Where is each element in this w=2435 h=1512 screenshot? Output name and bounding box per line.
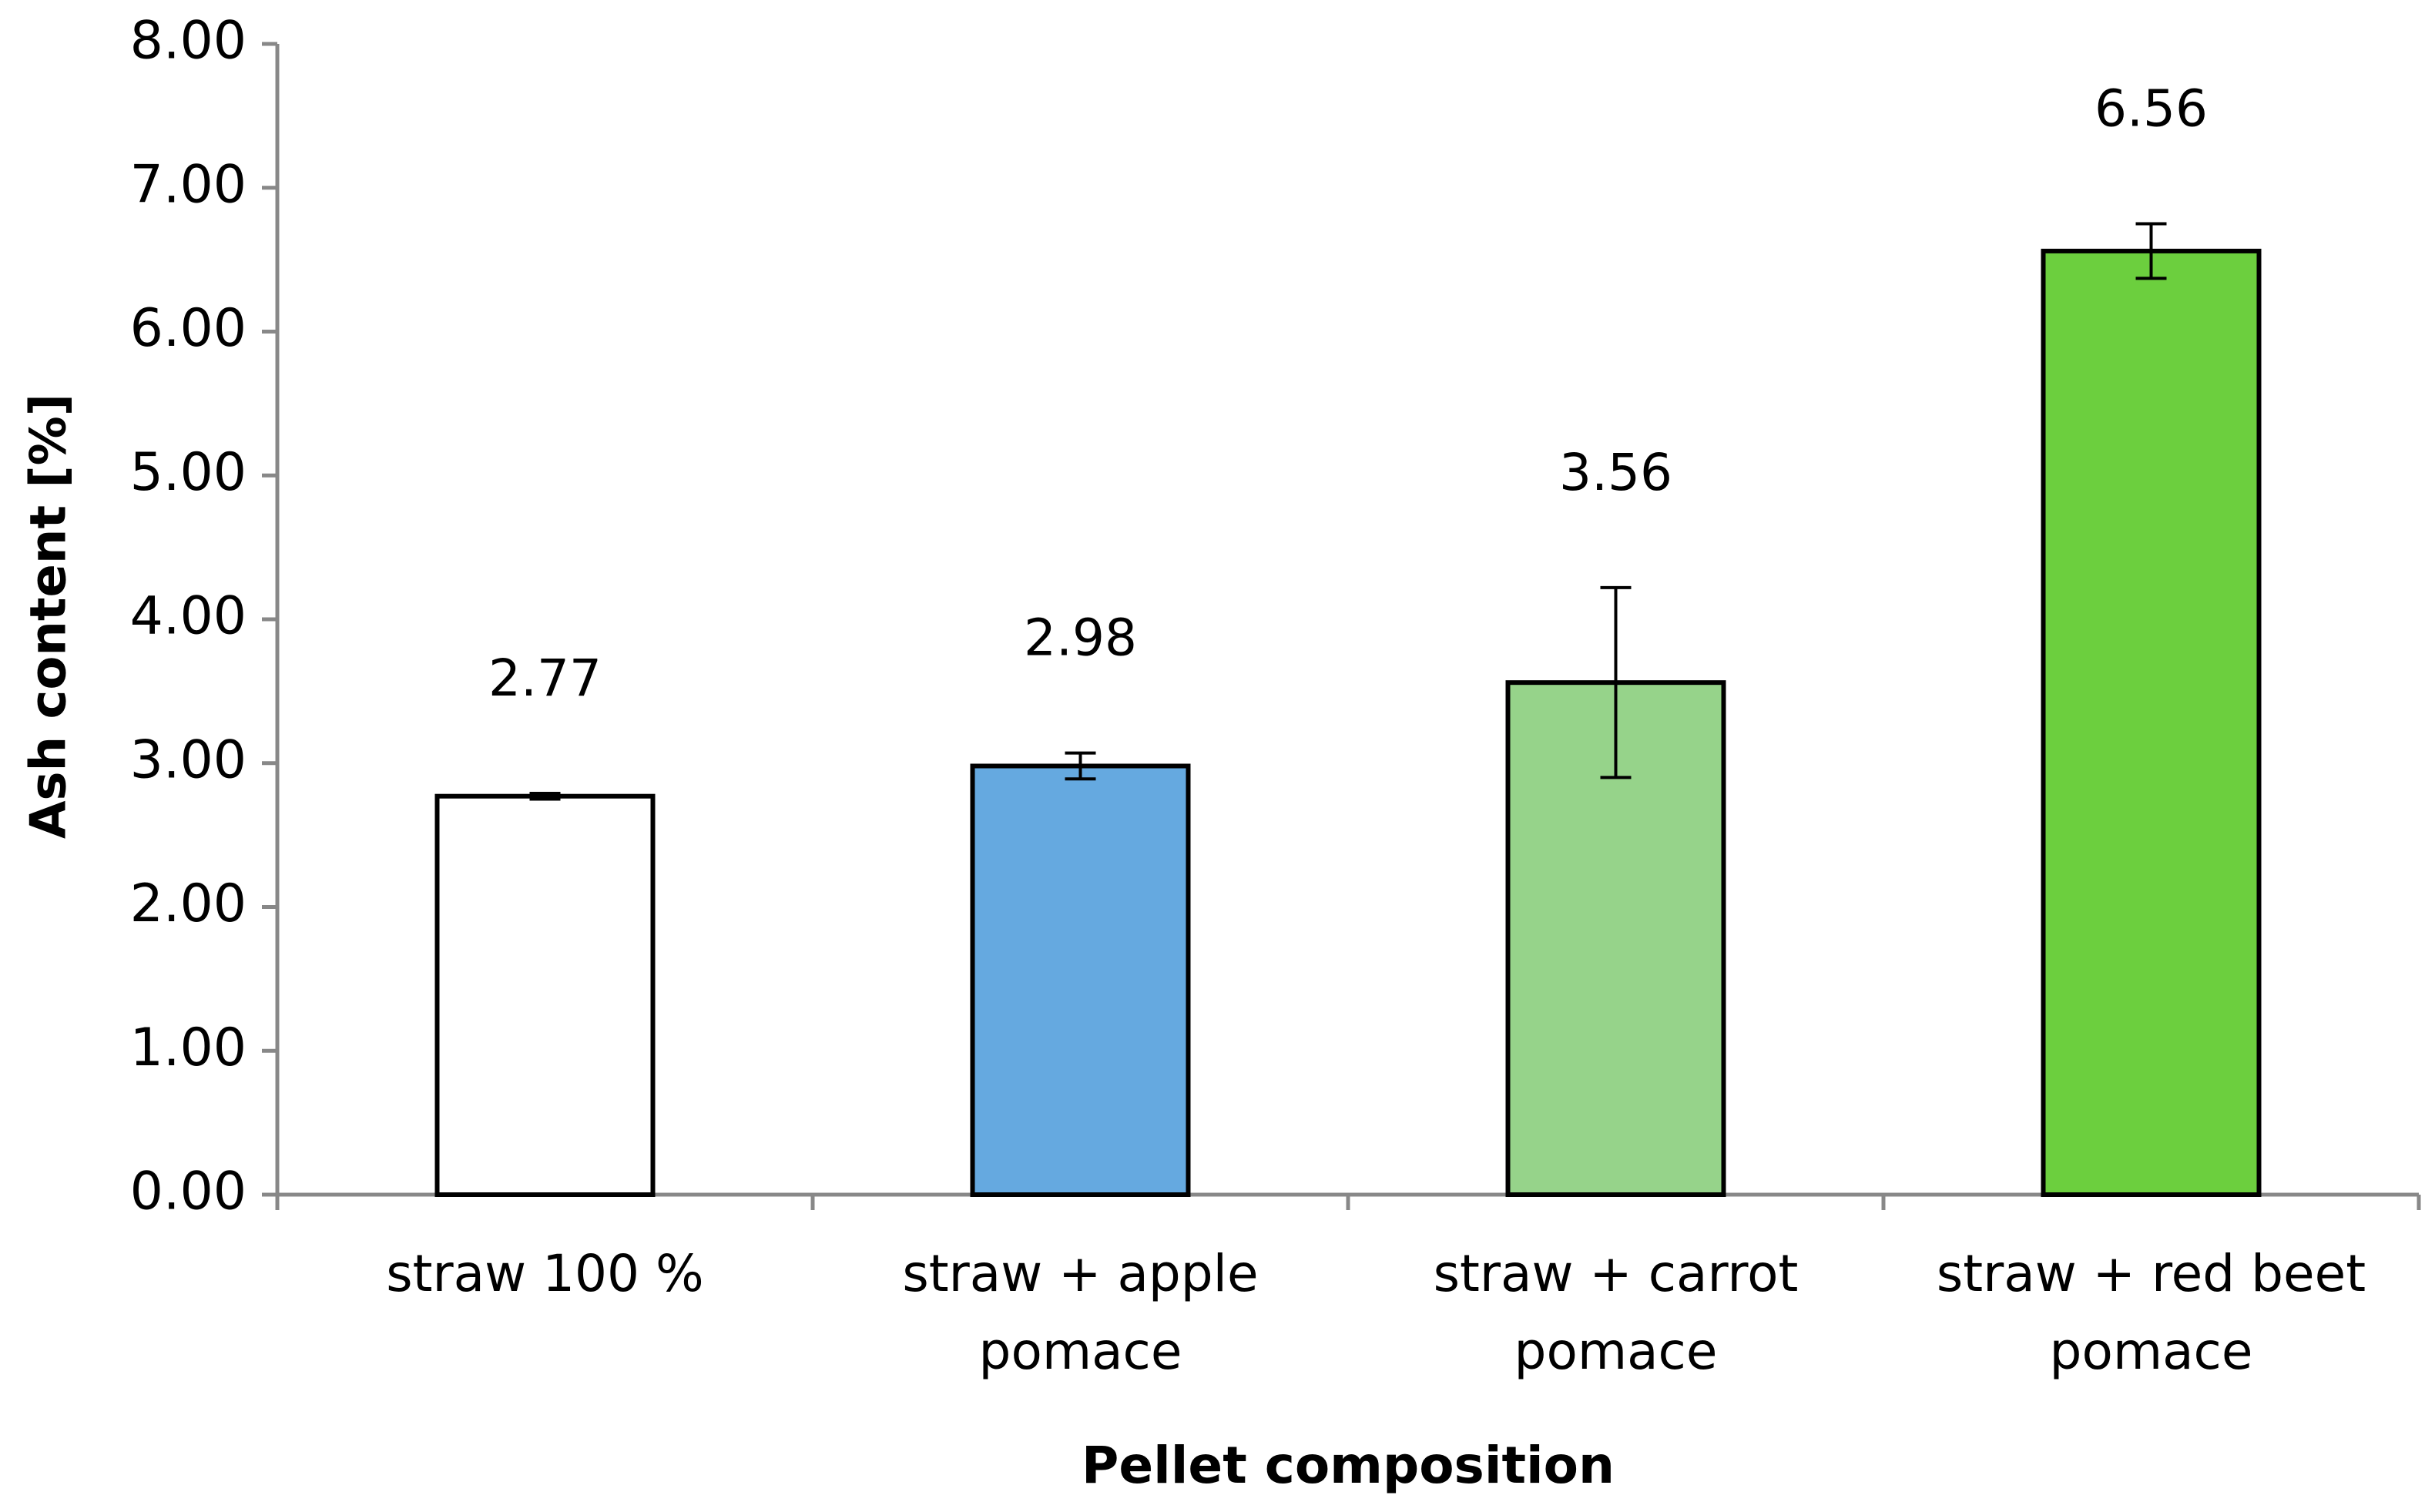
- x-tick-label: straw 100 %: [386, 1244, 703, 1303]
- x-tick-label: straw + carrot pomace: [1434, 1244, 1799, 1381]
- x-tick-label-line: straw + carrot: [1434, 1244, 1799, 1303]
- y-tick-label: 3.00: [130, 729, 247, 790]
- x-tick-label-line: straw + apple: [902, 1244, 1258, 1303]
- x-tick-label-line: pomace: [979, 1322, 1182, 1381]
- y-tick-label: 6.00: [130, 298, 247, 359]
- x-tick-label: straw + apple pomace: [902, 1244, 1258, 1381]
- y-tick-label: 1.00: [130, 1017, 247, 1078]
- y-tick-label: 7.00: [130, 154, 247, 215]
- bar: [2041, 248, 2262, 1197]
- y-tick-label: 5.00: [130, 442, 247, 503]
- x-tick-label-line: pomace: [2050, 1322, 2253, 1381]
- y-tick-label: 8.00: [130, 11, 247, 72]
- value-label: 2.77: [488, 649, 602, 708]
- value-label: 2.98: [1024, 608, 1137, 668]
- y-tick-label: 2.00: [130, 873, 247, 934]
- bar: [970, 763, 1191, 1197]
- bar: [434, 793, 656, 1197]
- y-tick-label: 0.00: [130, 1162, 247, 1222]
- value-label: 6.56: [2095, 79, 2208, 139]
- y-tick-label: 4.00: [130, 586, 247, 647]
- x-tick-label-line: straw + red beet: [1937, 1244, 2366, 1303]
- x-axis-label: Pellet composition: [1082, 1436, 1615, 1495]
- x-tick-label-line: pomace: [1514, 1322, 1718, 1381]
- x-tick-label: straw + red beet pomace: [1937, 1244, 2366, 1381]
- x-tick-label-line: straw 100 %: [386, 1244, 703, 1303]
- value-label: 3.56: [1559, 443, 1672, 502]
- y-axis-label: Ash content [%]: [21, 394, 78, 839]
